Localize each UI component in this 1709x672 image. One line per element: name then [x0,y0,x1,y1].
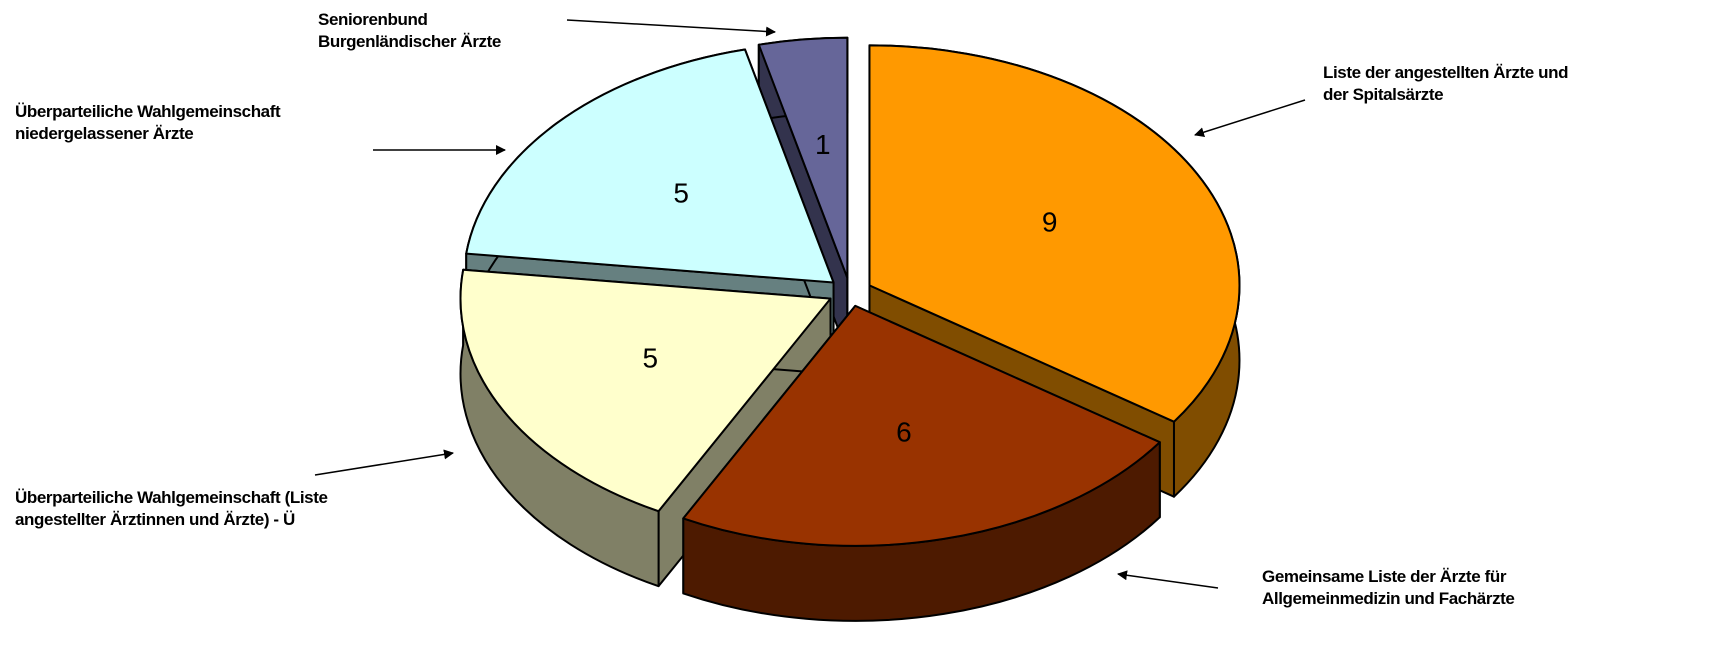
category-label: Überparteiliche Wahlgemeinschaft (Liste … [15,488,328,529]
slice [682,304,1161,547]
value-label: 5 [643,342,659,373]
slice [868,44,1241,423]
category-label: Liste der angestellten Ärzte und der Spi… [1323,63,1569,104]
value-label: 1 [815,129,831,160]
leader-arrow [566,19,776,37]
slice [459,268,832,513]
value-label: 6 [896,416,912,447]
category-label: Seniorenbund Burgenländischer Ärzte [318,10,501,51]
category-label: Überparteiliche Wahlgemeinschaft niederg… [15,102,281,143]
leader-arrow [1117,570,1219,589]
value-label: 9 [1042,206,1058,237]
category-label: Gemeinsame Liste der Ärzte für Allgemein… [1262,567,1515,608]
leader-arrow [1194,99,1306,138]
slice [465,48,835,284]
leader-arrow [314,449,454,476]
value-label: 5 [673,177,689,208]
slice [757,36,849,279]
